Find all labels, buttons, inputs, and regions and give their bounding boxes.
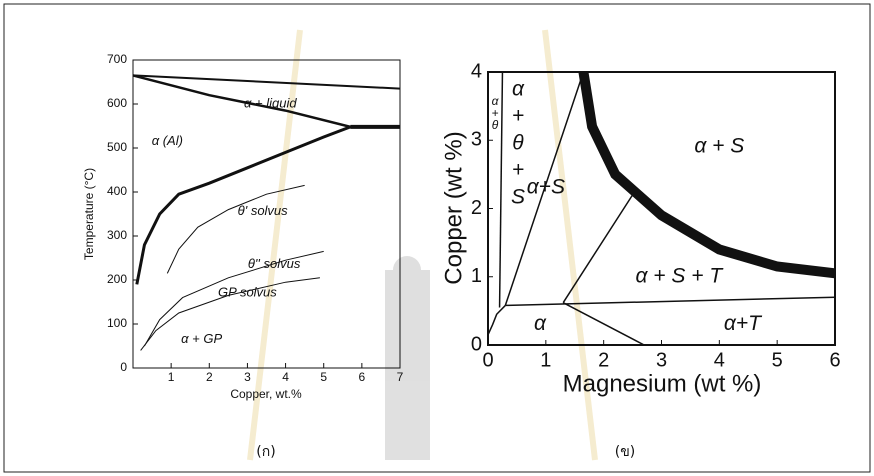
phase-boundary: [500, 72, 503, 307]
phase-boundary: [505, 297, 835, 305]
x-tick-label: 0: [482, 349, 493, 371]
region-label: α+T: [724, 312, 763, 335]
y-tick-label: 200: [107, 272, 127, 286]
y-tick-label: 0: [471, 333, 482, 355]
y-tick-label: 600: [107, 96, 127, 110]
y-tick-label: 500: [107, 140, 127, 154]
region-label: α: [534, 312, 547, 335]
phase-boundary: [563, 303, 644, 345]
x-tick-label: 3: [656, 349, 667, 371]
x-tick-label: 2: [206, 370, 213, 384]
region-label-stack: +: [512, 105, 524, 128]
region-label-small: θ: [492, 118, 499, 132]
x-tick-label: 4: [282, 370, 289, 384]
y-axis-label: Copper (wt %): [440, 131, 467, 284]
y-tick-label: 300: [107, 228, 127, 242]
x-tick-label: 1: [168, 370, 175, 384]
region-label: θ'' solvus: [248, 256, 301, 271]
region-label-stack: +: [512, 159, 524, 182]
x-tick-label: 6: [829, 349, 840, 371]
x-axis-label: Copper, wt.%: [230, 387, 302, 401]
y-tick-label: 100: [107, 316, 127, 330]
figure: 12345670100200300400500600700Copper, wt.…: [0, 0, 874, 476]
x-tick-label: 1: [540, 349, 551, 371]
x-tick-label: 3: [244, 370, 251, 384]
region-label: α + liquid: [244, 95, 297, 110]
region-label: θ' solvus: [238, 203, 288, 218]
y-tick-label: 700: [107, 52, 127, 66]
phase-boundary: [583, 72, 835, 273]
region-label: α + S: [694, 135, 744, 158]
x-tick-label: 6: [359, 370, 366, 384]
region-label: α+S: [527, 176, 565, 199]
x-tick-label: 4: [714, 349, 725, 371]
y-axis-label: Temperature (°C): [82, 168, 96, 260]
region-label: α (Al): [152, 133, 183, 148]
region-label-stack: θ: [512, 132, 524, 155]
x-axis-label: Magnesium (wt %): [563, 370, 762, 397]
y-tick-label: 3: [471, 129, 482, 151]
watermark: [250, 30, 595, 460]
y-tick-label: 0: [120, 360, 127, 374]
region-label: α + S + T: [636, 264, 725, 287]
region-label: α + GP: [181, 331, 222, 346]
phase-boundary: [563, 195, 632, 303]
x-tick-label: 7: [397, 370, 404, 384]
phase-boundary: [133, 75, 350, 126]
y-tick-label: 2: [471, 197, 482, 219]
region-label-stack: S: [511, 186, 525, 209]
frame: [4, 4, 870, 472]
caption: (ก): [256, 444, 275, 460]
x-tick-label: 2: [598, 349, 609, 371]
y-tick-label: 1: [471, 265, 482, 287]
y-tick-label: 4: [471, 60, 482, 82]
region-label-stack: α: [512, 78, 525, 101]
region-label: GP solvus: [218, 285, 277, 300]
phase-boundary: [488, 305, 505, 334]
y-tick-label: 400: [107, 184, 127, 198]
caption: (ข): [615, 444, 636, 460]
x-tick-label: 5: [772, 349, 783, 371]
x-tick-label: 5: [320, 370, 327, 384]
